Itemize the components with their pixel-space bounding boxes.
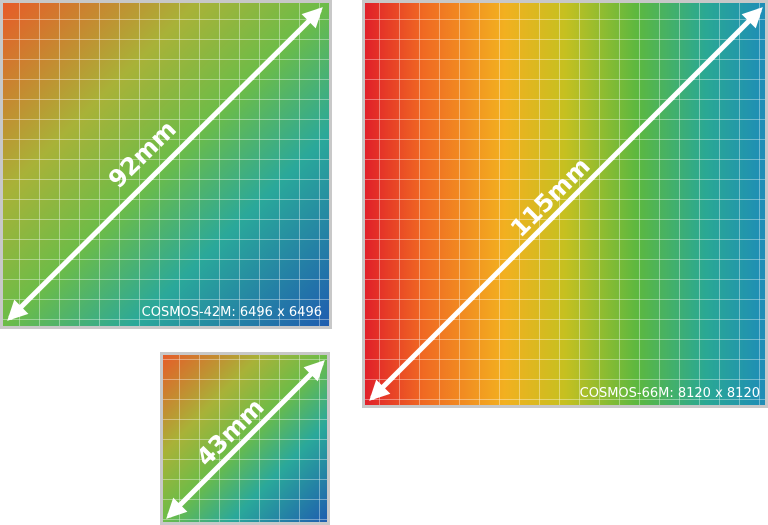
sensor-42m: 92mm COSMOS-42M: 6496 x 6496 (0, 0, 332, 329)
diagonal-arrow (369, 7, 763, 401)
sensor-caption: COSMOS-42M: 6496 x 6496 (142, 305, 322, 320)
sensor-caption: COSMOS-66M: 8120 x 8120 (580, 386, 760, 401)
sensor-43mm: 43mm (160, 352, 330, 525)
diagonal-arrow (166, 360, 325, 519)
diagonal-arrow (7, 7, 323, 321)
sensor-66m: 115mm COSMOS-66M: 8120 x 8120 (362, 0, 768, 408)
